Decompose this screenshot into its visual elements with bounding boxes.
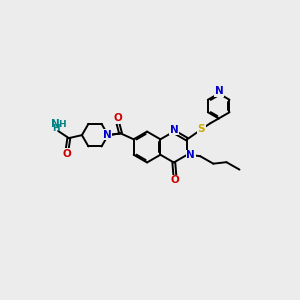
Text: N: N <box>170 125 178 135</box>
Text: O: O <box>63 148 71 159</box>
Text: N: N <box>186 150 195 160</box>
Text: O: O <box>113 113 122 124</box>
Text: O: O <box>171 175 179 185</box>
Text: H: H <box>52 124 59 133</box>
Text: S: S <box>198 124 205 134</box>
Text: N: N <box>214 86 224 96</box>
Text: N: N <box>51 119 60 129</box>
Text: H: H <box>58 120 65 129</box>
Text: N: N <box>103 130 112 140</box>
